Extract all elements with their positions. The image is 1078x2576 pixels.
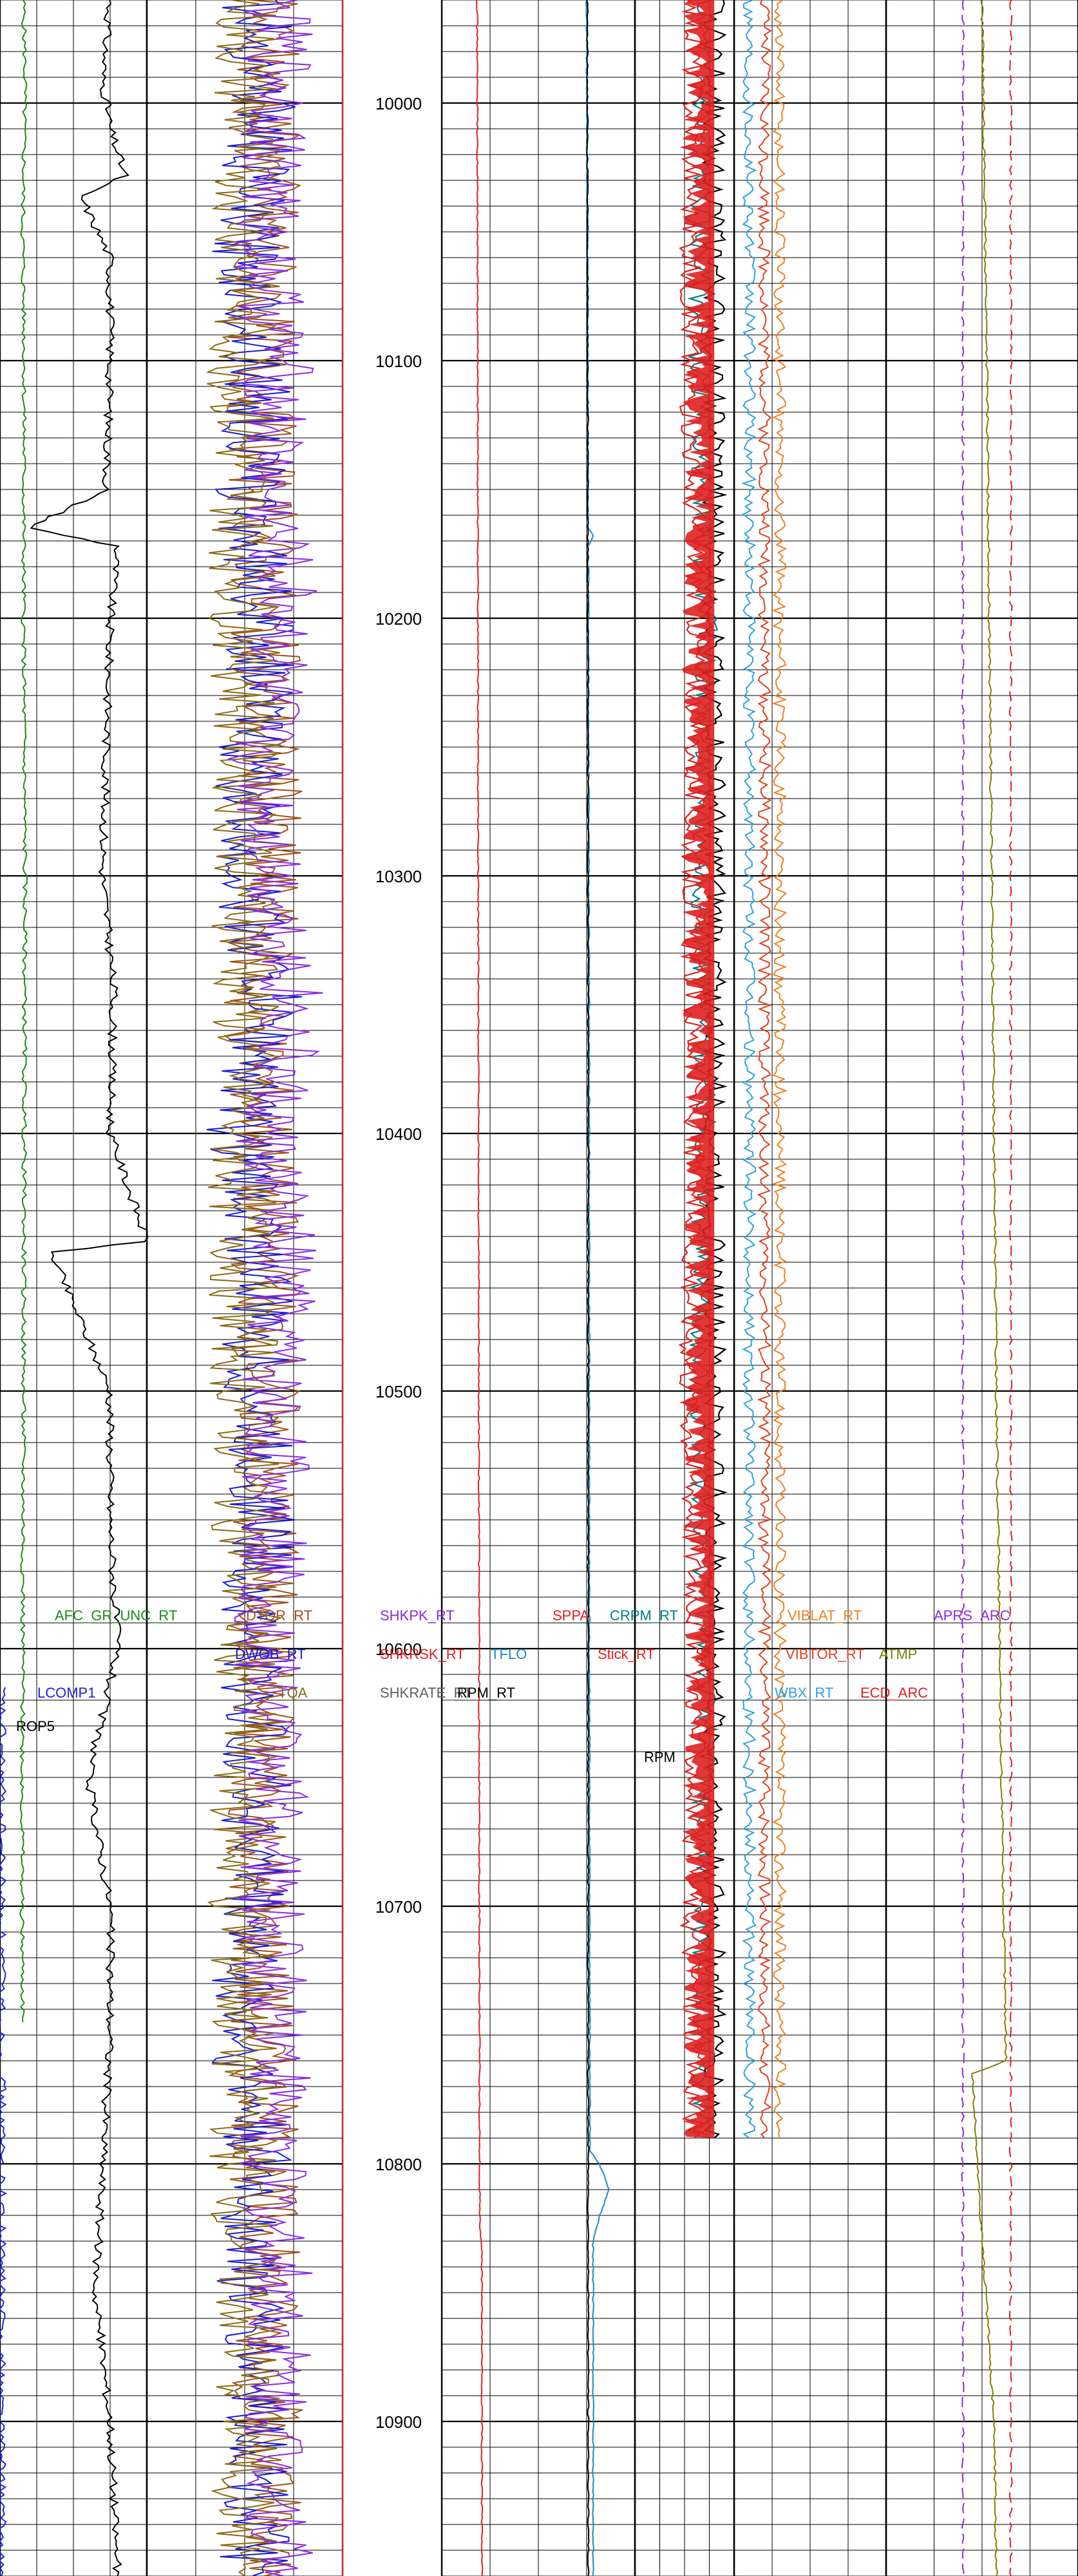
curve-aprs-arc <box>961 0 965 2576</box>
curve-label-dtor-rt: DTOR_RT <box>246 1607 312 1624</box>
depth-tick-label: 10100 <box>375 352 422 371</box>
curve-label-viblat-rt: VIBLAT_RT <box>788 1607 862 1624</box>
depth-tick-label: 10600 <box>375 1640 422 1659</box>
curve-label-rop5: ROP5 <box>16 1718 55 1734</box>
depth-tick-label: 10900 <box>375 2412 422 2432</box>
curve-label-stick-rt: Stick_RT <box>598 1646 655 1662</box>
curve-vibtor-rt <box>757 0 773 2139</box>
curve-label-vibtor-rt: VIBTOR_RT <box>786 1646 865 1662</box>
stick-fill-area <box>682 0 715 2138</box>
curve-label-afc-gr-unc-rt: AFC_GR_UNC_RT <box>55 1607 177 1624</box>
curve-wbx-rt <box>741 0 757 2139</box>
curve-shkpk-rt <box>227 0 323 2576</box>
curve-label-ecd-arc: ECD_ARC <box>860 1685 928 1701</box>
curve-label-shkpk-rt: SHKPK_RT <box>380 1607 455 1624</box>
depth-tick-label: 10800 <box>375 2155 422 2174</box>
depth-tick-label: 10000 <box>375 94 422 113</box>
curve-label-lcomp1: LCOMP1 <box>37 1685 95 1701</box>
curve-label-tflo: TFLO <box>491 1646 527 1662</box>
depth-tick-label: 10200 <box>375 609 422 629</box>
curve-label-wbx-rt: WBX_RT <box>775 1685 833 1701</box>
curve-label-aprs-arc: APRS_ARC <box>934 1607 1010 1624</box>
curve-label-atmp: ATMP <box>879 1646 917 1662</box>
depth-tick-label: 10300 <box>375 867 422 886</box>
curve-stick-rt <box>678 0 710 2139</box>
curve-viblat-rt <box>771 0 788 2139</box>
depth-tick-label: 10500 <box>375 1382 422 1401</box>
curve-label-shkrate-rt: SHKRATE_RT <box>380 1685 472 1701</box>
curve-atmp <box>971 0 1008 2576</box>
curve-layer <box>0 0 1013 2576</box>
curve-label-sppa: SPPA <box>553 1607 589 1624</box>
depth-tick-label: 10400 <box>375 1124 422 1144</box>
curve-label-rpm: RPM <box>644 1749 676 1765</box>
curve-tqa <box>205 0 285 2576</box>
curve-label-tqa: TQA <box>278 1685 308 1701</box>
curve-label-shkrsk-rt: SHKRSK_RT <box>380 1646 465 1662</box>
curve-rpm-rt <box>586 0 590 2576</box>
depth-axis: 10000 10100 10200 10300 10400 10500 10600 10700… <box>375 94 422 2432</box>
curve-labels: AFC_GR_UNC_RT LCOMP1 ROP5 DTOR_RT DWOB_RT TQA… <box>16 1607 1010 1765</box>
curve-lcomp1 <box>0 1687 7 2576</box>
curve-afc-gr-unc-rt <box>19 0 28 2023</box>
curve-label-rpm-rt: RPM_RT <box>457 1685 515 1701</box>
depth-tick-label: 10700 <box>375 1897 422 1917</box>
curve-sppa <box>476 0 484 2576</box>
curve-label-crpm-rt: CRPM_RT <box>610 1607 678 1624</box>
curve-rop5 <box>30 0 149 2576</box>
curve-label-dwob-rt: DWOB_RT <box>235 1646 306 1662</box>
curve-ecd-arc <box>1008 0 1013 2576</box>
